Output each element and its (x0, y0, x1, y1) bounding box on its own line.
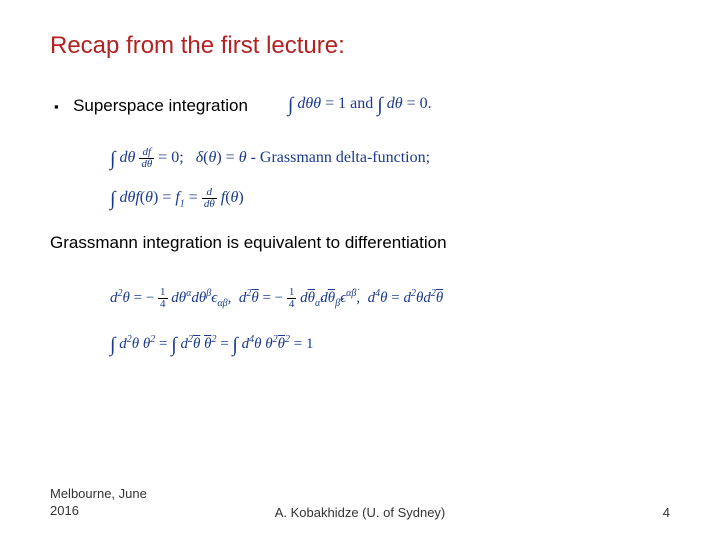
eq-delta-function: ∫ dθ dfdθ = 0; δ(θ) = θ - Grassmann delt… (110, 147, 670, 171)
eq-measures: d2θ = − 14 dθαdθβϵαβ, d2θ = − 14 dθα̇dθβ… (110, 287, 670, 310)
bullet-label: ▪ Superspace integration (54, 96, 248, 116)
footer-author: A. Kobakhidze (U. of Sydney) (275, 505, 446, 520)
bullet-text: Superspace integration (73, 96, 248, 115)
footer-location: Melbourne, June 2016 (50, 486, 170, 520)
statement-grassmann: Grassmann integration is equivalent to d… (50, 233, 670, 253)
footer-page-number: 4 (663, 505, 670, 520)
slide-title: Recap from the first lecture: (50, 32, 670, 60)
eq-integration-f: ∫ dθf(θ) = f1 = ddθ f(θ) (110, 187, 670, 211)
slide-footer: Melbourne, June 2016 A. Kobakhidze (U. o… (50, 486, 670, 520)
bullet-marker: ▪ (54, 99, 59, 114)
eq-normalization: ∫ d2θ θ2 = ∫ d2θ θ2 = ∫ d4θ θ2θ2 = 1 (110, 334, 670, 357)
eq-superspace-def: ∫ dθθ = 1 and ∫ dθ = 0. (288, 94, 432, 117)
bullet-superspace: ▪ Superspace integration ∫ dθθ = 1 and ∫… (54, 94, 670, 117)
